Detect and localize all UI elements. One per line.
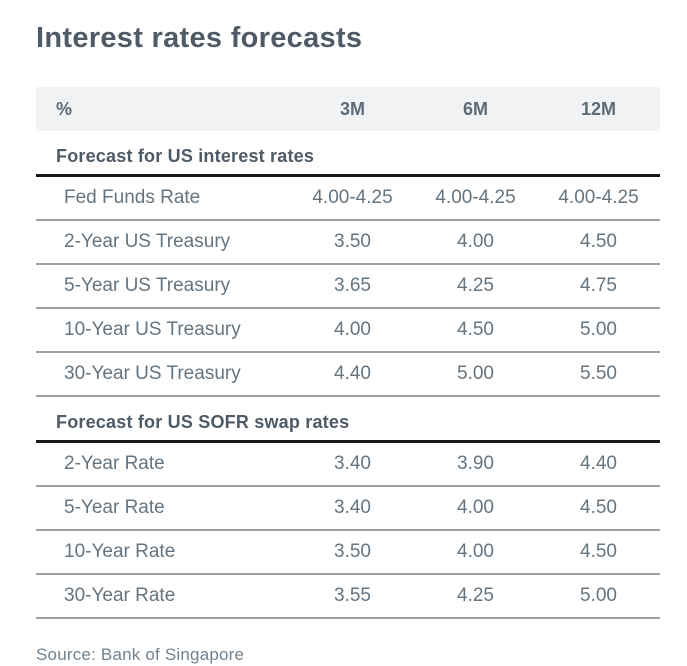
row-value-6m: 4.00-4.25 — [435, 187, 516, 208]
table-row: 2-Year US Treasury 3.50 4.00 4.50 — [36, 221, 660, 265]
row-value-3m: 3.40 — [334, 453, 371, 474]
row-label: Fed Funds Rate — [64, 187, 201, 208]
row-value-12m: 4.75 — [580, 275, 617, 296]
section-heading-us-interest-rates: Forecast for US interest rates — [36, 139, 660, 177]
table-row: 10-Year Rate 3.50 4.00 4.50 — [36, 531, 660, 575]
row-label: 2-Year US Treasury — [64, 231, 231, 252]
row-label: 10-Year US Treasury — [64, 319, 241, 340]
row-value-12m: 4.50 — [580, 541, 617, 562]
column-header-12m: 12M — [580, 98, 616, 119]
row-value-6m: 4.00 — [457, 541, 494, 562]
row-value-6m: 4.50 — [457, 319, 494, 340]
table-row: 5-Year US Treasury 3.65 4.25 4.75 — [36, 265, 660, 309]
section-heading-us-sofr-swap-rates: Forecast for US SOFR swap rates — [36, 405, 660, 443]
row-value-6m: 4.00 — [457, 497, 494, 518]
row-value-3m: 3.40 — [334, 497, 371, 518]
row-value-3m: 4.00-4.25 — [312, 187, 393, 208]
table-row: 30-Year Rate 3.55 4.25 5.00 — [36, 575, 660, 619]
column-header-unit: % — [56, 98, 73, 119]
table-row: Fed Funds Rate 4.00-4.25 4.00-4.25 4.00-… — [36, 177, 660, 221]
row-value-6m: 4.25 — [457, 275, 494, 296]
row-value-3m: 4.40 — [334, 363, 371, 384]
row-label: 5-Year Rate — [64, 497, 165, 518]
row-value-12m: 4.50 — [580, 231, 617, 252]
source-attribution: Source: Bank of Singapore — [36, 645, 245, 664]
row-value-12m: 5.50 — [580, 363, 617, 384]
table-row: 2-Year Rate 3.40 3.90 4.40 — [36, 443, 660, 487]
row-value-6m: 4.25 — [457, 585, 494, 606]
row-value-6m: 5.00 — [457, 363, 494, 384]
row-value-3m: 3.65 — [334, 275, 371, 296]
table-row: 5-Year Rate 3.40 4.00 4.50 — [36, 487, 660, 531]
row-value-12m: 4.00-4.25 — [558, 187, 639, 208]
row-value-12m: 4.50 — [580, 497, 617, 518]
row-label: 30-Year Rate — [64, 585, 176, 606]
row-value-3m: 3.50 — [334, 541, 371, 562]
page-title: Interest rates forecasts — [36, 22, 363, 54]
row-label: 10-Year Rate — [64, 541, 176, 562]
row-value-6m: 3.90 — [457, 453, 494, 474]
row-label: 2-Year Rate — [64, 453, 165, 474]
column-header-6m: 6M — [462, 98, 488, 119]
row-value-12m: 5.00 — [580, 585, 617, 606]
row-value-3m: 4.00 — [334, 319, 371, 340]
column-header-3m: 3M — [339, 98, 365, 119]
table-row: 30-Year US Treasury 4.40 5.00 5.50 — [36, 353, 660, 397]
row-label: 30-Year US Treasury — [64, 363, 241, 384]
row-value-12m: 4.40 — [580, 453, 617, 474]
row-value-6m: 4.00 — [457, 231, 494, 252]
table-header-row: % 3M 6M 12M — [36, 87, 660, 131]
interest-rates-table: % 3M 6M 12M Forecast for US interest rat… — [36, 87, 660, 619]
row-label: 5-Year US Treasury — [64, 275, 231, 296]
row-value-12m: 5.00 — [580, 319, 617, 340]
row-value-3m: 3.50 — [334, 231, 371, 252]
row-value-3m: 3.55 — [334, 585, 371, 606]
table-row: 10-Year US Treasury 4.00 4.50 5.00 — [36, 309, 660, 353]
